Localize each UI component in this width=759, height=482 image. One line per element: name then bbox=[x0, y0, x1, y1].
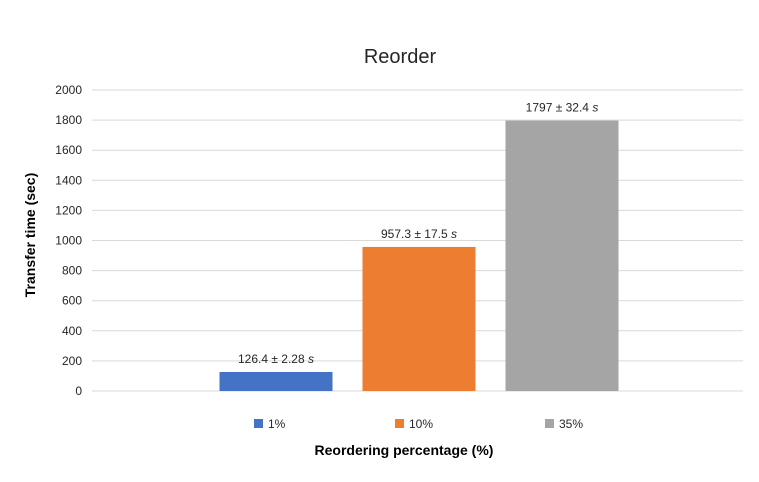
data-label: 126.4 ± 2.28 s bbox=[238, 352, 314, 366]
y-tick-label: 2000 bbox=[55, 83, 82, 97]
y-tick-label: 0 bbox=[75, 384, 82, 398]
legend-label: 1% bbox=[268, 417, 286, 431]
y-tick-label: 400 bbox=[62, 324, 82, 338]
legend-swatch bbox=[545, 419, 554, 428]
legend-swatch bbox=[395, 419, 404, 428]
y-tick-label: 600 bbox=[62, 294, 82, 308]
bars bbox=[219, 120, 619, 391]
bar bbox=[505, 120, 619, 391]
y-tick-label: 1400 bbox=[55, 173, 82, 187]
data-label: 957.3 ± 17.5 s bbox=[381, 227, 457, 241]
legend: 1% 10% 35% bbox=[254, 417, 583, 431]
legend-label: 10% bbox=[409, 417, 433, 431]
chart-title: Reorder bbox=[364, 46, 437, 68]
x-axis-title: Reordering percentage (%) bbox=[315, 442, 494, 458]
y-tick-label: 1600 bbox=[55, 143, 82, 157]
data-labels: 126.4 ± 2.28 s 957.3 ± 17.5 s 1797 ± 32.4 … bbox=[238, 101, 598, 366]
y-tick-label: 1800 bbox=[55, 113, 82, 127]
y-axis-title: Transfer time (sec) bbox=[22, 173, 38, 298]
legend-label: 35% bbox=[559, 417, 583, 431]
y-tick-label: 1000 bbox=[55, 234, 82, 248]
y-axis-ticks: 0 200 400 600 800 1000 1200 1400 1600 1800 2000 bbox=[55, 83, 82, 398]
bar bbox=[362, 246, 476, 391]
data-label: 1797 ± 32.4 s bbox=[526, 101, 599, 115]
bar bbox=[219, 371, 333, 391]
y-tick-label: 800 bbox=[62, 264, 82, 278]
y-tick-label: 200 bbox=[62, 354, 82, 368]
y-tick-label: 1200 bbox=[55, 203, 82, 217]
legend-swatch bbox=[254, 419, 263, 428]
